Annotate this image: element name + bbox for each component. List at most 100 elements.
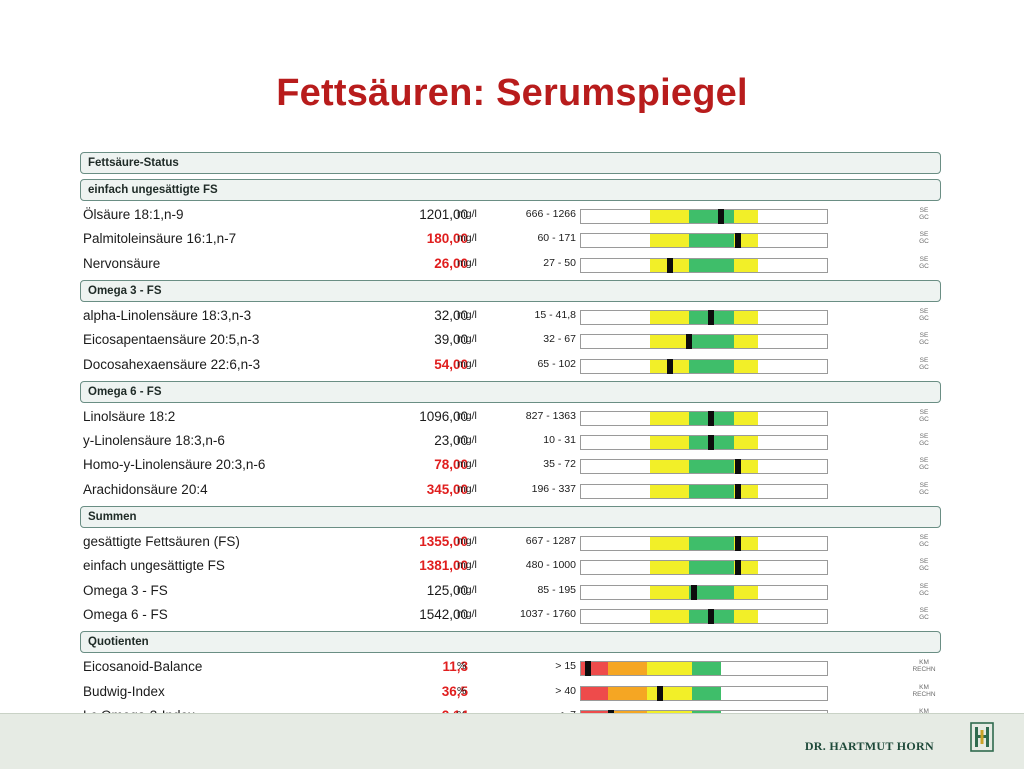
reference-range: 15 - 41,8 <box>534 308 576 321</box>
analyte-name: Homo-y-Linolensäure 20:3,n-6 <box>83 457 266 473</box>
reference-range: > 15 <box>555 660 576 673</box>
value-marker <box>585 661 592 677</box>
method-line: GC <box>919 238 929 246</box>
reference-range: 35 - 72 <box>543 458 576 471</box>
value-marker <box>735 560 742 576</box>
method-code: SE GC <box>910 583 938 597</box>
range-bar <box>580 309 828 325</box>
method-line: KM <box>919 707 929 715</box>
analyte-name: Ölsäure 18:1,n-9 <box>83 207 184 222</box>
result-row: Arachidonsäure 20:4 345,00 mg/l 196 - 337 SE… <box>80 479 943 503</box>
analyte-name: Omega 3 - FS <box>83 582 168 598</box>
range-bar <box>580 233 828 249</box>
analyte-name: Palmitoleinsäure 16:1,n-7 <box>83 231 237 247</box>
result-row: Palmitoleinsäure 16:1,n-7 180,00 mg/l 60 - … <box>80 228 943 252</box>
range-zone <box>691 662 722 676</box>
analyte-value: 32,00 <box>434 307 468 323</box>
method-line: SE <box>919 558 929 566</box>
analyte-name: Docosahexaensäure 22:6,n-3 <box>83 356 261 372</box>
range-bar <box>580 661 828 677</box>
range-zone <box>689 561 734 575</box>
method-line: GC <box>919 464 929 472</box>
result-row: einfach ungesättigte FS 1381,00 mg/l 480 - … <box>80 555 943 579</box>
analyte-unit: mg/l <box>457 357 477 370</box>
method-code: SE GC <box>910 308 938 322</box>
range-bar <box>580 435 828 451</box>
reference-range: 32 - 67 <box>543 333 576 346</box>
analyte-name: Budwig-Index <box>83 683 165 699</box>
range-zone <box>647 662 692 676</box>
method-line: KM <box>919 683 929 691</box>
method-code: SE GC <box>910 207 938 221</box>
method-line: SE <box>919 433 929 441</box>
range-zone <box>689 210 734 223</box>
range-bar <box>580 560 828 576</box>
range-bar <box>580 410 828 426</box>
range-zone <box>689 335 734 349</box>
method-line: GC <box>919 214 929 221</box>
method-line: SE <box>919 231 929 239</box>
range-bar <box>580 334 828 350</box>
analyte-name: Omega 6 - FS <box>83 606 168 622</box>
reference-range: 827 - 1363 <box>525 409 576 422</box>
analyte-name: Arachidonsäure 20:4 <box>83 481 208 497</box>
range-bar <box>580 584 828 600</box>
value-marker <box>708 410 715 426</box>
method-line: GC <box>919 488 929 496</box>
reference-range: 10 - 31 <box>543 434 576 447</box>
reference-range: > 40 <box>555 684 576 697</box>
method-code: SE GC <box>910 332 938 346</box>
result-row: Docosahexaensäure 22:6,n-3 54,00 mg/l 65 - … <box>80 354 943 378</box>
section-header: Omega 3 - FS <box>80 279 941 302</box>
value-marker <box>666 257 673 273</box>
value-marker <box>735 233 742 249</box>
analyte-unit: mg/l <box>457 607 477 620</box>
method-code: KM RECHN <box>910 684 938 698</box>
range-zone <box>649 436 690 450</box>
range-zone <box>649 609 690 623</box>
range-zone <box>649 484 690 498</box>
range-zone <box>689 585 734 599</box>
range-bar <box>580 257 828 273</box>
result-row: y-Linolensäure 18:3,n-6 23,00 mg/l 10 - 31 S… <box>80 430 943 454</box>
analyte-value: 1355,00 <box>419 534 468 549</box>
range-zone <box>649 210 690 223</box>
analyte-value: 125,00 <box>426 582 468 598</box>
range-zone <box>649 460 690 474</box>
result-row: alpha-Linolensäure 18:3,n-3 32,00 mg/l 15 -… <box>80 305 943 329</box>
value-marker <box>735 536 742 551</box>
range-bar <box>580 536 828 551</box>
range-zone <box>733 335 759 349</box>
range-zone <box>649 310 690 324</box>
method-code: SE GC <box>910 256 938 270</box>
reference-range: 27 - 50 <box>543 256 576 269</box>
section-header: Quotienten <box>80 631 941 654</box>
section-header: Summen <box>80 506 941 528</box>
analyte-unit: % <box>457 660 467 673</box>
method-line: SE <box>919 356 929 364</box>
value-marker <box>735 459 742 475</box>
method-line: GC <box>919 541 929 548</box>
logo-icon <box>970 722 994 752</box>
result-row: Homo-y-Linolensäure 20:3,n-6 78,00 mg/l 35 … <box>80 454 943 478</box>
method-line: SE <box>919 481 929 489</box>
result-row: Ölsäure 18:1,n-9 1201,00 mg/l 666 - 1266 SE G… <box>80 204 943 228</box>
method-line: GC <box>919 613 929 621</box>
analyte-value: 36,5 <box>441 683 468 699</box>
analyte-name: alpha-Linolensäure 18:3,n-3 <box>83 307 252 323</box>
analyte-name: Eicosapentaensäure 20:5,n-3 <box>83 332 260 348</box>
method-code: KM RECHN <box>910 659 938 673</box>
method-line: GC <box>919 363 929 371</box>
range-zone <box>689 537 734 550</box>
method-line: GC <box>919 339 929 347</box>
method-code: SE GC <box>910 607 938 621</box>
range-zone <box>689 484 734 498</box>
footer-band <box>0 713 1024 769</box>
range-zone <box>689 460 734 474</box>
method-code: SE GC <box>910 231 938 245</box>
method-code: SE GC <box>910 482 938 496</box>
range-zone <box>649 335 690 349</box>
method-line: SE <box>919 534 929 541</box>
section-header: einfach ungesättigte FS <box>80 179 941 201</box>
range-zone <box>649 561 690 575</box>
